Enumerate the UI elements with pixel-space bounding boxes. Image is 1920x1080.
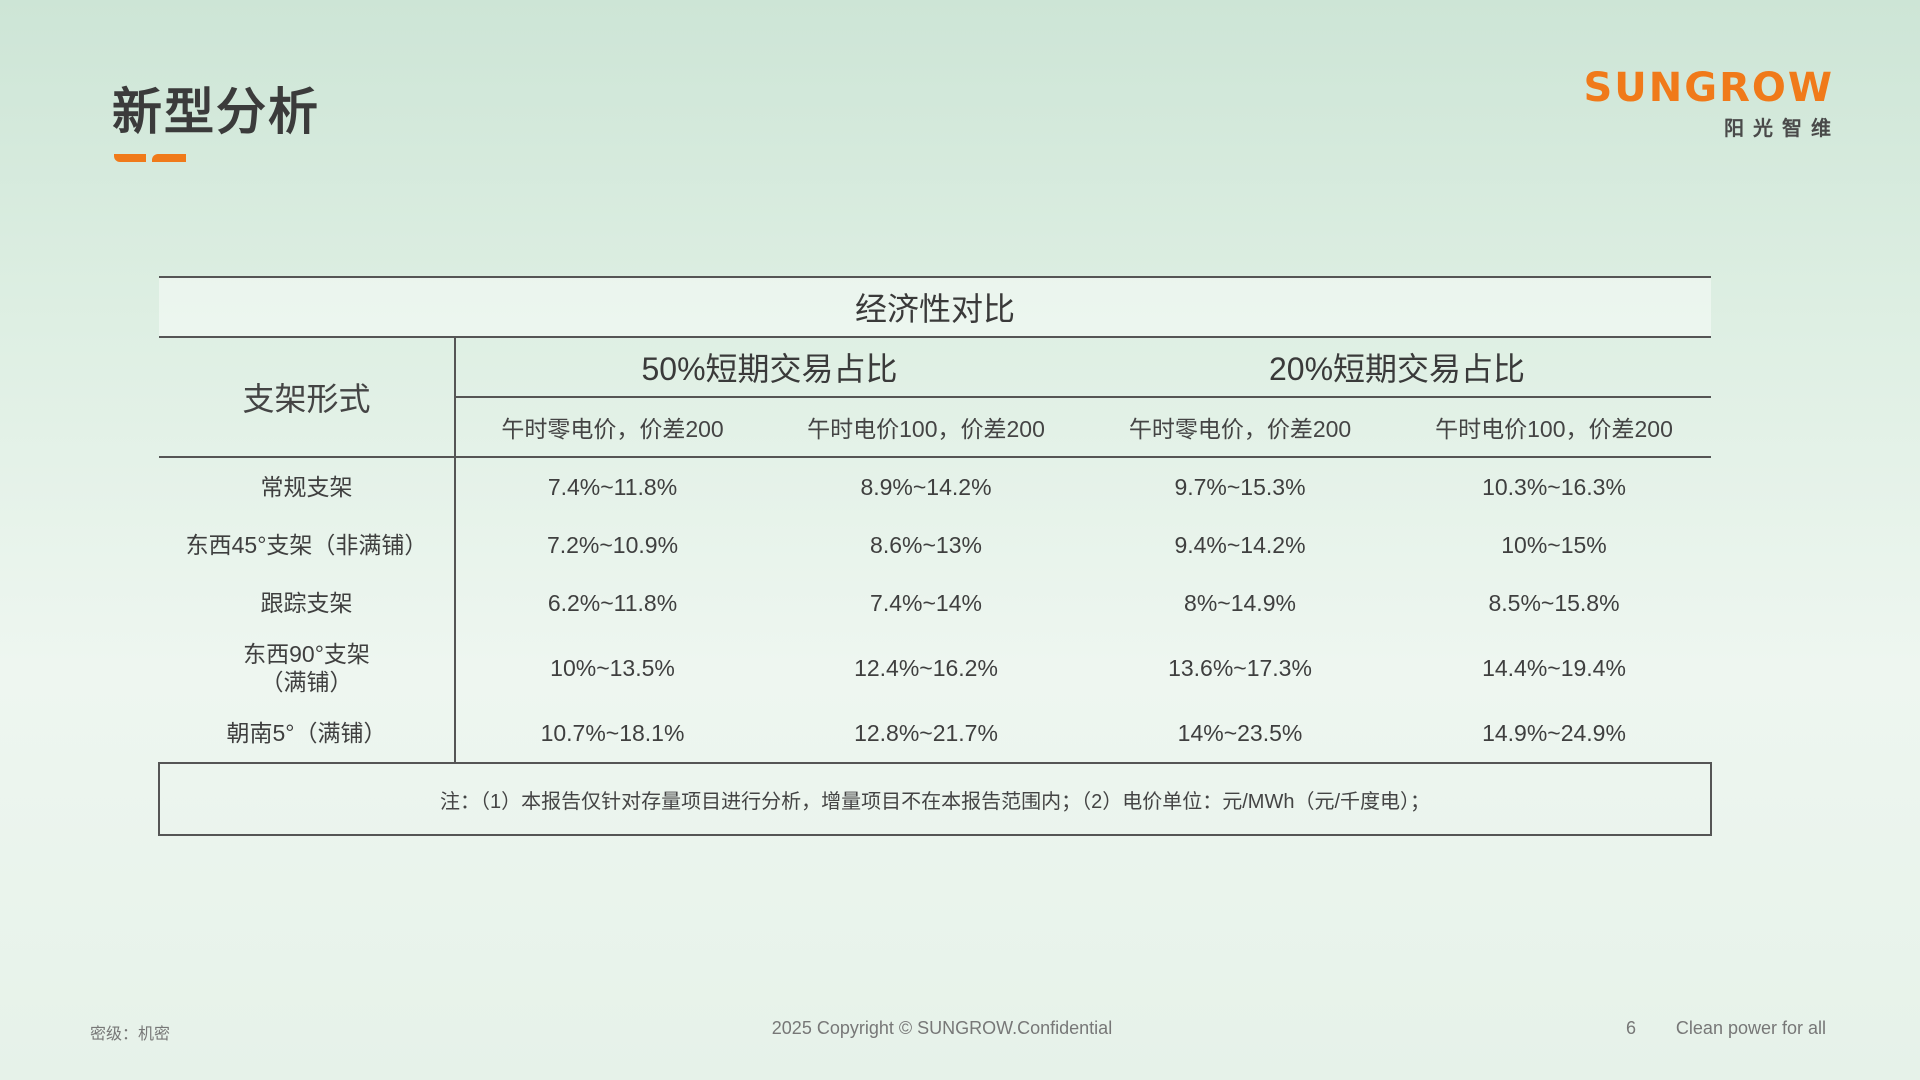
mount-type-label: 朝南5°（满铺） <box>226 720 387 746</box>
value-cell: 8.6%~13% <box>870 531 982 558</box>
title-accent-segment <box>152 154 186 162</box>
value-cell: 12.8%~21.7% <box>769 704 1083 764</box>
group-header-row: 支架形式 50%短期交易占比 20%短期交易占比 <box>159 337 1712 458</box>
page-title: 新型分析 <box>112 84 320 140</box>
economic-comparison-table: 经济性对比 支架形式 50%短期交易占比 20%短期交易占比 午时零电价，价差2… <box>157 276 1713 836</box>
value-cell: 9.4%~14.2% <box>1174 531 1306 558</box>
mount-type-cell: 常规支架 <box>159 457 456 516</box>
value-cell: 10.7%~18.1% <box>455 704 769 764</box>
value-cell: 12.4%~16.2% <box>854 654 998 681</box>
logo-subtitle: 阳光智维 <box>1724 118 1840 140</box>
mount-type-label: 东西90°支架 <box>243 641 370 667</box>
value-cell: 14.4%~19.4% <box>1482 654 1626 681</box>
footer-page-number: 6 <box>1626 1018 1637 1038</box>
table-title: 经济性对比 <box>159 276 1712 338</box>
mount-type-cell: 东西45°支架（非满铺） <box>159 516 456 574</box>
sub-header-cell: 午时零电价，价差200 <box>455 397 769 458</box>
value-cell: 13.6%~17.3% <box>1168 654 1312 681</box>
value-cell: 7.4%~14% <box>870 589 982 616</box>
mount-type-label: 东西45°支架（非满铺） <box>185 532 428 558</box>
sub-header-row: 午时零电价，价差200 午时电价100，价差200 午时零电价，价差200 午时… <box>159 397 1712 458</box>
mount-type-label: 跟踪支架 <box>260 590 353 616</box>
sungrow-logo: SUNGROW 阳光智维 <box>1574 66 1834 142</box>
sub-header-cell: 午时电价100，价差200 <box>769 397 1083 458</box>
footer-slogan: Clean power for all <box>1675 1018 1826 1038</box>
value-cell: 8%~14.9% <box>1184 589 1296 616</box>
mount-type-cell: 跟踪支架 <box>159 574 456 632</box>
table-row: 东西45°支架（非满铺） 7.2%~10.9% 8.6%~13% 9.4%~14… <box>159 516 1711 574</box>
value-cell: 7.2%~10.9% <box>546 531 679 558</box>
economic-comparison-table-container: 经济性对比 支架形式 50%短期交易占比 20%短期交易占比 午时零电价，价差2… <box>157 276 1713 836</box>
mount-type-header: 支架形式 <box>159 337 456 458</box>
value-cell: 10%~13.5% <box>550 654 675 681</box>
mount-type-label: 常规支架 <box>260 474 353 500</box>
sub-header-cell: 午时零电价，价差200 <box>1083 397 1397 458</box>
table-row: 东西90°支架 （满铺） 10%~13.5% 12.4%~16.2% 13.6%… <box>159 632 1711 704</box>
mount-type-cell: 朝南5°（满铺） <box>159 704 456 764</box>
value-cell: 8.5%~15.8% <box>1488 589 1620 616</box>
sub-header-cell: 午时电价100，价差200 <box>1397 397 1712 458</box>
value-cell: 10%~15% <box>1501 531 1607 558</box>
value-cell: 6.2%~11.8% <box>547 589 678 616</box>
group-header-50: 50%短期交易占比 <box>455 337 1083 398</box>
mount-type-label-line2: （满铺） <box>260 669 353 695</box>
value-cell: 8.9%~14.2% <box>860 473 992 500</box>
value-cell: 9.7%~15.3% <box>1174 473 1306 500</box>
value-cell: 10.3%~16.3% <box>1482 473 1626 500</box>
logo-brand-text: SUNGROW <box>1583 65 1834 111</box>
table-note: 注：（1）本报告仅针对存量项目进行分析，增量项目不在本报告范围内；（2）电价单位… <box>157 763 1713 836</box>
table-row: 跟踪支架 6.2%~11.8% 7.4%~14% 8%~14.9% 8.5%~1… <box>159 574 1711 632</box>
table-title-row: 经济性对比 <box>159 276 1712 338</box>
value-cell: 14.9%~24.9% <box>1397 704 1712 764</box>
table-row: 朝南5°（满铺） 10.7%~18.1% 12.8%~21.7% 14%~23.… <box>159 704 1712 764</box>
value-cell: 14%~23.5% <box>1083 704 1397 764</box>
title-accent-bar <box>114 154 186 162</box>
table-row: 常规支架 7.4%~11.8% 8.9%~14.2% 9.7%~15.3% 10… <box>159 457 1711 516</box>
title-accent-segment <box>114 154 146 162</box>
footer-copyright: 2025 Copyright © SUNGROW.Confidential <box>771 1018 1113 1038</box>
group-header-20: 20%短期交易占比 <box>1083 337 1712 398</box>
value-cell: 7.4%~11.8% <box>547 473 678 500</box>
mount-type-cell: 东西90°支架 （满铺） <box>159 632 456 704</box>
footer-classification: 密级：机密 <box>90 1026 171 1043</box>
note-row: 注：（1）本报告仅针对存量项目进行分析，增量项目不在本报告范围内；（2）电价单位… <box>157 763 1713 836</box>
